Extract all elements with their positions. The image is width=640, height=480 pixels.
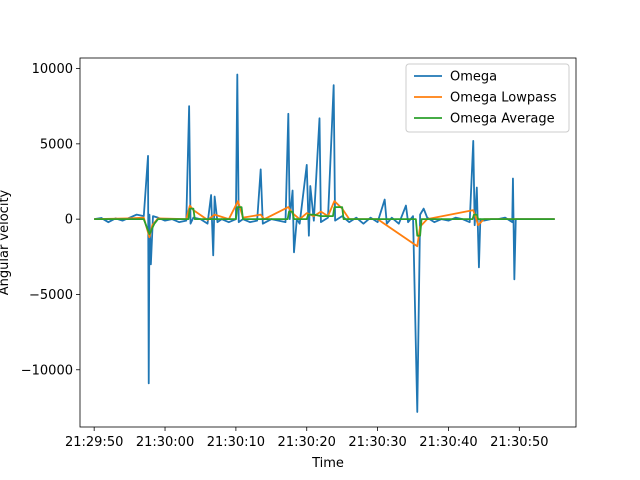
x-tick-label: 21:30:10 (207, 435, 265, 450)
axes-frame (79, 57, 577, 428)
x-tick-label: 21:30:50 (490, 435, 548, 450)
y-tick-label: −10000 (21, 363, 73, 378)
y-tick-label: 0 (65, 213, 73, 228)
x-tick-label: 21:30:40 (419, 435, 477, 450)
series-layer (94, 73, 555, 413)
y-tick-label: −5000 (29, 288, 73, 303)
series-line-2 (94, 206, 555, 237)
legend-box (405, 63, 570, 133)
series-line-0 (94, 73, 555, 413)
x-tick-label: 21:29:50 (65, 435, 123, 450)
legend: Omega Omega Lowpass Omega Average (405, 63, 570, 133)
legend-label: Omega Lowpass (450, 91, 557, 106)
legend-label: Omega Average (450, 112, 555, 127)
legend-label: Omega (450, 70, 497, 85)
y-tick-label: 5000 (40, 137, 73, 152)
x-tick-label: 21:30:30 (348, 435, 406, 450)
y-axis: −10000 −5000 0 5000 10000 (21, 62, 80, 378)
x-axis: 21:29:50 21:30:00 21:30:10 21:30:20 21:30:30… (65, 427, 549, 450)
x-tick-label: 21:30:20 (278, 435, 336, 450)
y-axis-label: Angular velocity (0, 189, 12, 295)
y-tick-label: 10000 (32, 62, 73, 77)
x-tick-label: 21:30:00 (136, 435, 194, 450)
x-axis-label: Time (311, 456, 344, 471)
